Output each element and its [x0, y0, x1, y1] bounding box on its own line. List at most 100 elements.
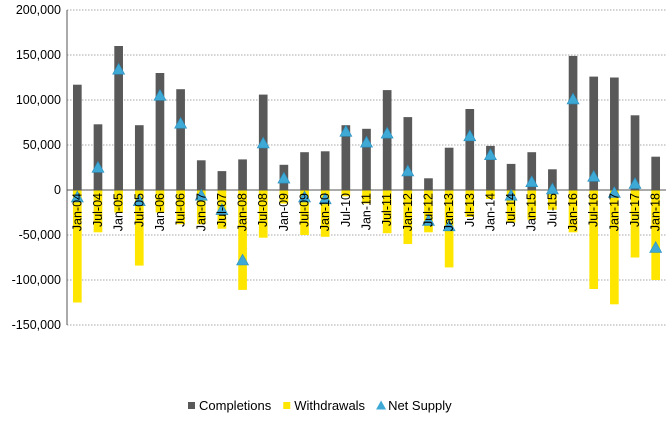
net-supply-legend-swatch	[376, 400, 387, 410]
withdrawals-bar	[424, 190, 433, 233]
x-tick-label: Jul-12	[421, 193, 435, 227]
completions-bar	[134, 125, 144, 190]
withdrawals-bar	[300, 190, 309, 235]
completions-bar	[630, 115, 640, 190]
completions-bar	[651, 156, 661, 190]
net-supply-marker	[483, 148, 497, 160]
x-tick-label: Jan-18	[649, 193, 663, 231]
net-supply-marker	[649, 240, 663, 253]
completions-bar	[403, 117, 413, 190]
x-tick-label: Jan-16	[566, 193, 580, 231]
withdrawals-bar	[134, 190, 144, 266]
x-tick-label: Jan-13	[442, 193, 456, 231]
withdrawals-bar	[176, 190, 185, 225]
withdrawals-bar	[568, 190, 578, 233]
x-tick-label: Jul-17	[628, 193, 642, 227]
x-tick-label: Jul-06	[174, 193, 188, 227]
x-tick-label: Jan-15	[525, 193, 539, 231]
withdrawals-bar	[486, 190, 495, 199]
net-supply-marker	[442, 219, 456, 232]
net-supply-marker	[277, 171, 291, 184]
withdrawals-bar	[196, 190, 206, 225]
withdrawals-bar	[589, 190, 599, 289]
withdrawals-bar	[506, 190, 516, 223]
x-tick-label: Jul-10	[339, 193, 353, 227]
withdrawals-bar	[465, 190, 475, 217]
y-tick-label: -100,000	[12, 273, 61, 287]
completions-bar	[548, 169, 557, 190]
x-tick-label: Jan-08	[236, 193, 250, 231]
x-tick-label: Jul-15	[545, 193, 559, 227]
net-supply-marker	[215, 203, 229, 215]
withdrawals-bar	[341, 190, 351, 197]
x-tick-label: Jul-16	[587, 193, 601, 227]
y-tick-label: 0	[54, 183, 61, 197]
net-supply-marker	[566, 92, 580, 105]
x-tick-label: Jan-06	[153, 193, 167, 231]
completions-bar	[362, 128, 371, 190]
net-supply-marker	[70, 190, 84, 203]
net-supply-marker	[174, 116, 188, 129]
withdrawals-bar	[382, 190, 392, 234]
net-supply-marker	[194, 188, 208, 201]
x-tick-label: Jan-04	[70, 193, 84, 231]
x-tick-label: Jan-05	[112, 193, 126, 231]
net-supply-marker	[587, 169, 601, 182]
net-supply-marker	[545, 182, 559, 195]
legend: Completions Withdrawals Net Supply	[188, 398, 452, 413]
completions-legend-label: Completions	[199, 398, 272, 413]
net-supply-marker	[318, 192, 332, 205]
x-tick-label: Jul-05	[132, 193, 146, 227]
net-supply-marker	[607, 186, 621, 198]
net-supply-marker	[628, 177, 642, 189]
withdrawals-bar	[610, 190, 619, 305]
withdrawals-bar	[114, 190, 123, 213]
withdrawals-bar	[279, 190, 289, 204]
withdrawals-bar	[238, 190, 247, 290]
completions-bar	[114, 46, 123, 190]
net-supply-marker	[236, 253, 250, 266]
withdrawals-bar	[258, 190, 268, 238]
completions-bar	[300, 152, 309, 190]
y-tick-label: -150,000	[12, 318, 61, 332]
net-supply-marker	[256, 136, 270, 149]
completions-bar	[155, 73, 165, 190]
completions-bar	[444, 147, 454, 190]
x-tick-label: Jul-08	[256, 193, 270, 227]
net-supply-marker	[153, 88, 167, 101]
completions-bar	[527, 152, 537, 190]
withdrawals-bar	[362, 190, 371, 204]
x-tick-label: Jan-07	[194, 193, 208, 231]
withdrawals-bar	[320, 190, 330, 237]
withdrawals-bar	[630, 190, 640, 258]
net-supply-marker	[421, 213, 435, 226]
completions-bar	[341, 125, 351, 190]
x-tick-label: Jul-04	[91, 193, 105, 227]
y-tick-label: 100,000	[16, 93, 61, 107]
completions-bar	[196, 160, 206, 190]
withdrawals-bar	[548, 190, 557, 210]
completions-bar	[320, 151, 330, 190]
x-tick-label: Jan-10	[318, 193, 332, 231]
withdrawals-bar	[72, 190, 82, 303]
y-tick-label: 200,000	[16, 3, 61, 17]
net-supply-marker	[401, 164, 415, 177]
net-supply-marker	[525, 175, 539, 187]
completions-bar	[610, 77, 619, 190]
withdrawals-bar	[93, 190, 103, 233]
withdrawals-legend-swatch	[283, 402, 291, 409]
withdrawals-bar	[403, 190, 413, 244]
withdrawals-legend-label: Withdrawals	[294, 398, 365, 413]
net-supply-legend-label: Net Supply	[388, 398, 452, 413]
net-supply-marker	[359, 135, 374, 148]
net-supply-marker	[91, 160, 105, 173]
completions-bar	[382, 90, 392, 190]
net-supply-marker	[504, 188, 518, 201]
completions-bar	[72, 84, 82, 190]
x-tick-label: Jan-11	[360, 193, 374, 230]
y-tick-label: -50,000	[19, 228, 61, 242]
net-supply-markers	[70, 62, 663, 266]
completions-legend-swatch	[188, 402, 195, 409]
completions-bar	[217, 171, 227, 190]
net-supply-marker	[132, 194, 146, 206]
